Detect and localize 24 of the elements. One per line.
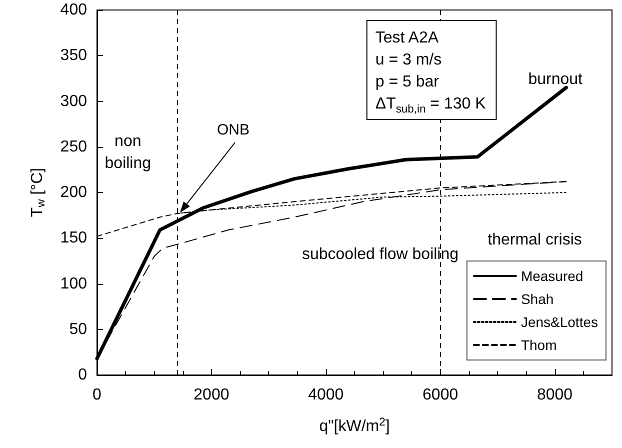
annotation: thermal crisis bbox=[488, 232, 582, 248]
y-tick-label: 0 bbox=[78, 366, 88, 384]
legend-label: Shah bbox=[520, 291, 554, 307]
legend-label: Measured bbox=[520, 268, 584, 284]
x-tick-label: 6000 bbox=[422, 386, 458, 404]
y-tick-label: 350 bbox=[60, 47, 88, 64]
annotation: ONB bbox=[216, 122, 250, 139]
x-tick-label: 2000 bbox=[194, 386, 230, 404]
y-tick-label: 200 bbox=[60, 184, 88, 201]
y-axis-title: Tw [°C] bbox=[29, 168, 48, 218]
legend-label: Jens&Lottes bbox=[520, 314, 598, 330]
legend-label: Thom bbox=[520, 337, 557, 353]
x-tick-label: 8000 bbox=[536, 386, 573, 404]
y-tick-label: 400 bbox=[60, 2, 88, 18]
annotation: subcooled flow boiling bbox=[302, 246, 459, 264]
annotation: non boiling bbox=[104, 132, 152, 172]
y-tick-label: 250 bbox=[60, 138, 88, 156]
annotation: burnout bbox=[528, 70, 584, 88]
y-tick-label: 300 bbox=[60, 92, 88, 110]
y-tick-label: 150 bbox=[60, 230, 88, 247]
y-tick-label: 100 bbox=[60, 275, 88, 292]
x-tick-label: 4000 bbox=[308, 386, 344, 404]
y-tick-label: 50 bbox=[69, 320, 88, 338]
x-tick-label: 0 bbox=[92, 386, 102, 404]
